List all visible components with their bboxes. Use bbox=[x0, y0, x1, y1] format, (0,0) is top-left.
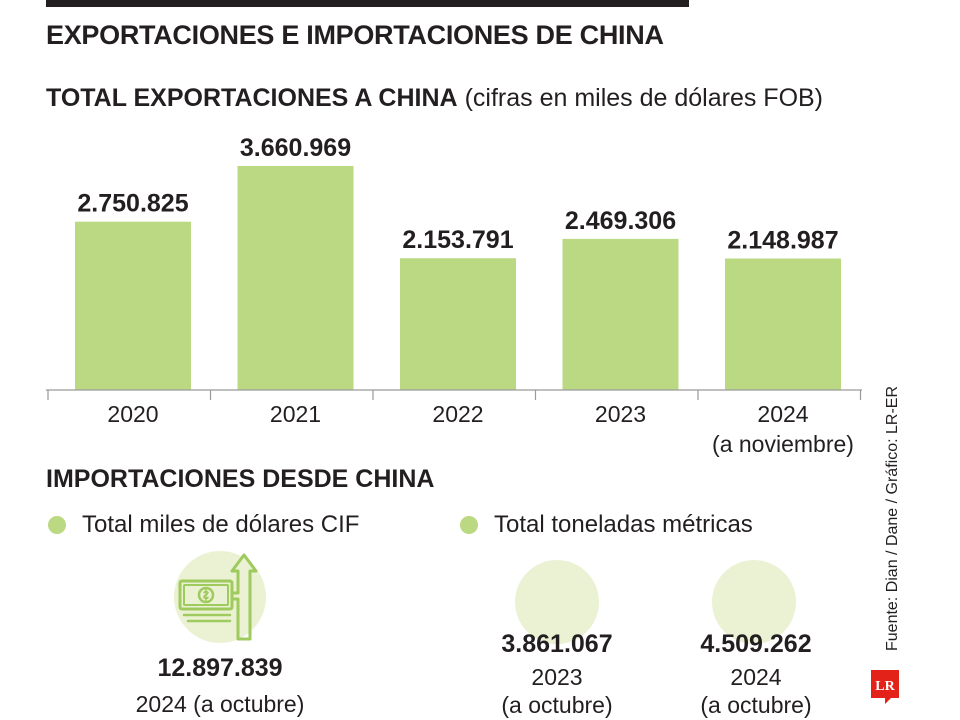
value-label-2021: 3.660.969 bbox=[240, 134, 351, 162]
category-note-2024: (a noviembre) bbox=[712, 431, 854, 457]
page-title: EXPORTACIONES E IMPORTACIONES DE CHINA bbox=[46, 20, 664, 50]
source-credit: Fuente: Dian / Dane / Gráfico: LR-ER bbox=[884, 386, 901, 651]
chart-title-bold: TOTAL EXPORTACIONES A CHINA bbox=[46, 84, 458, 112]
imports-money-period: 2024 (a octubre) bbox=[135, 691, 305, 717]
value-label-2023: 2.469.306 bbox=[565, 207, 676, 235]
tons-circle-2023 bbox=[515, 560, 599, 644]
tons-value-2023: 3.861.067 bbox=[501, 630, 613, 658]
bar-2021 bbox=[237, 166, 354, 390]
svg-text:LR: LR bbox=[875, 679, 895, 694]
value-label-2020: 2.750.825 bbox=[77, 190, 188, 218]
legend-tons: Total toneladas métricas bbox=[460, 511, 753, 539]
top-rule bbox=[46, 0, 689, 7]
legend-money: Total miles de dólares CIF bbox=[48, 511, 359, 539]
legend-tons-label: Total toneladas métricas bbox=[494, 511, 753, 538]
chart-title: TOTAL EXPORTACIONES A CHINA (cifras en m… bbox=[46, 84, 823, 113]
imports-title: IMPORTACIONES DESDE CHINA bbox=[46, 465, 435, 493]
tons-note-2024: (a octubre) bbox=[700, 692, 812, 718]
lr-logo-icon: LR bbox=[871, 670, 899, 704]
tons-value-2024: 4.509.262 bbox=[700, 630, 812, 658]
money-growth-icon bbox=[178, 553, 258, 641]
category-label-2022: 2022 bbox=[432, 401, 483, 427]
legend-dot-tons bbox=[460, 516, 478, 534]
chart-title-unit: (cifras en miles de dólares FOB) bbox=[464, 84, 824, 112]
category-label-2020: 2020 bbox=[107, 401, 158, 427]
legend-dot-money bbox=[48, 516, 66, 534]
tons-year-2023: 2023 bbox=[531, 664, 583, 690]
bar-2023 bbox=[562, 238, 679, 390]
tons-note-2023: (a octubre) bbox=[501, 692, 613, 718]
tons-year-2024: 2024 bbox=[730, 664, 782, 690]
category-label-2023: 2023 bbox=[595, 401, 646, 427]
value-label-2022: 2.153.791 bbox=[402, 226, 513, 254]
bar-2024 bbox=[725, 258, 841, 390]
value-label-2024: 2.148.987 bbox=[727, 227, 838, 255]
imports-money-value: 12.897.839 bbox=[157, 654, 283, 682]
category-label-2024: 2024 bbox=[757, 401, 808, 427]
exports-bar-chart: 2.750.825 2020 3.660.969 2021 2.153.791 2022 2… bbox=[46, 134, 862, 457]
legend-money-label: Total miles de dólares CIF bbox=[82, 511, 360, 538]
bar-2022 bbox=[400, 258, 516, 390]
category-label-2021: 2021 bbox=[270, 401, 321, 427]
bar-2020 bbox=[75, 221, 191, 390]
tons-circle-2024 bbox=[712, 560, 796, 644]
